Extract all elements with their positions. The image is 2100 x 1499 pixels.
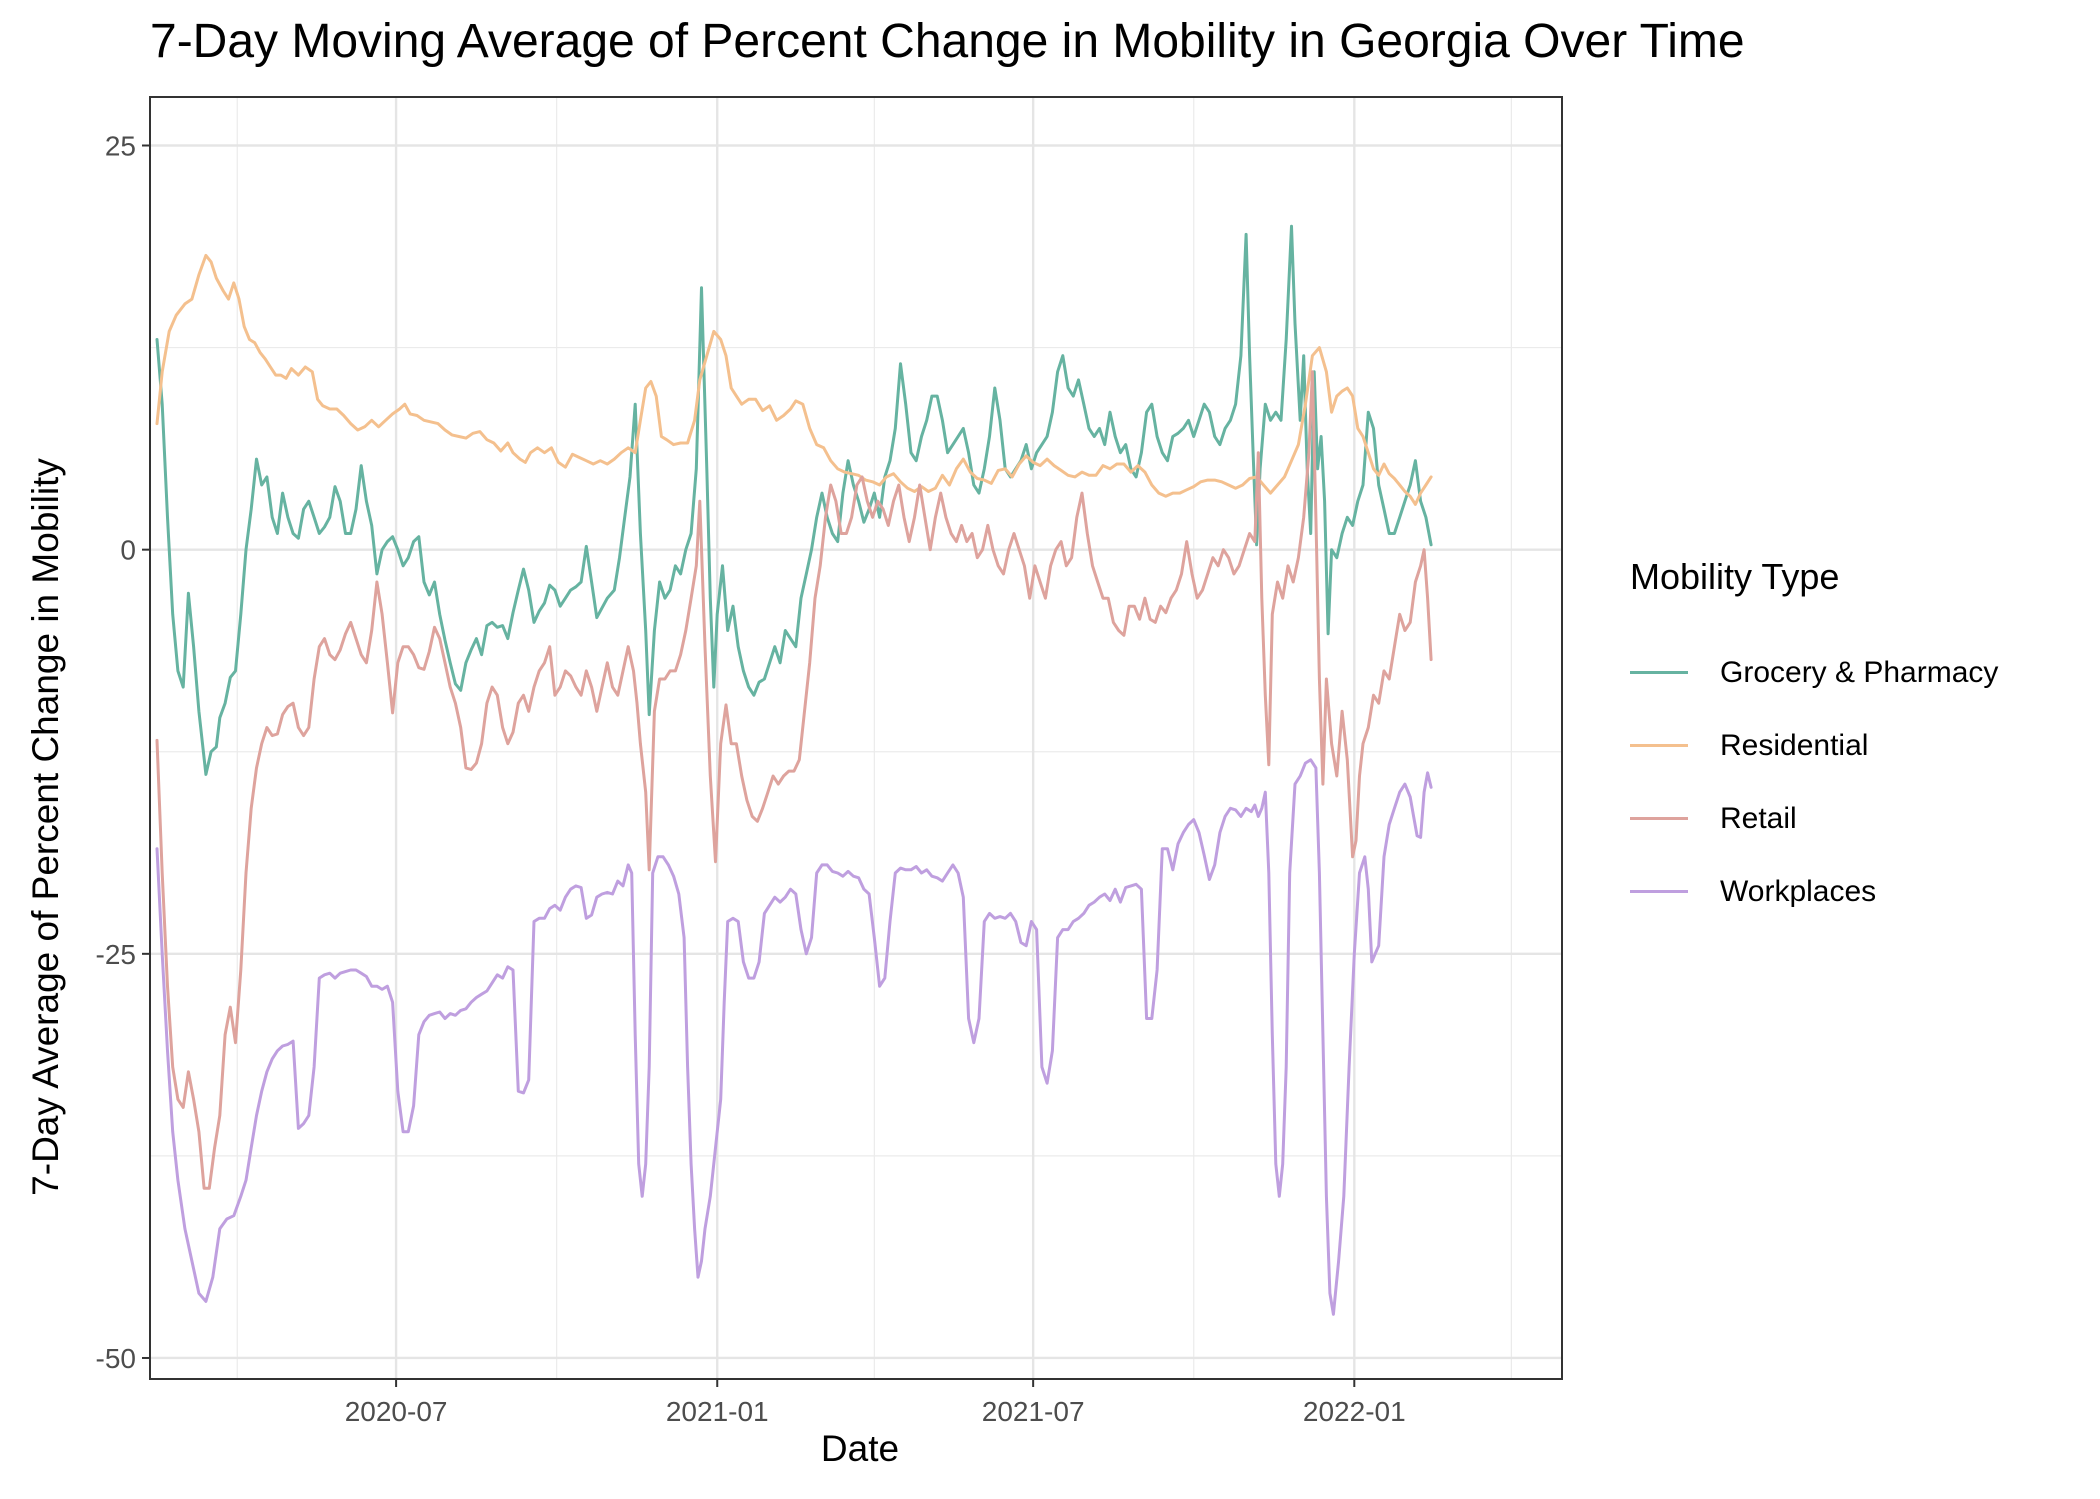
legend-swatch — [1630, 744, 1688, 747]
series-line — [155, 224, 1433, 776]
x-tick-label: 2021-07 — [982, 1396, 1085, 1427]
x-tick-label: 2020-07 — [345, 1396, 448, 1427]
legend-item: Retail — [1630, 782, 1998, 855]
series-line — [155, 253, 1433, 506]
y-tick-label: 0 — [120, 535, 136, 566]
legend-label: Retail — [1720, 801, 1797, 835]
legend-item: Grocery & Pharmacy — [1630, 636, 1998, 709]
legend-title: Mobility Type — [1630, 556, 1840, 597]
legend: Mobility Type Grocery & Pharmacy Residen… — [1630, 556, 1998, 928]
legend-items: Grocery & Pharmacy Residential Retail Wo… — [1630, 636, 1998, 928]
y-tick-label: 25 — [105, 130, 136, 161]
legend-label: Residential — [1720, 728, 1869, 762]
x-tick-label: 2022-01 — [1303, 1396, 1406, 1427]
plot-background — [150, 97, 1562, 1379]
grid-major — [150, 97, 1562, 1379]
legend-label: Workplaces — [1720, 874, 1877, 908]
legend-swatch — [1630, 817, 1688, 820]
legend-swatch — [1630, 890, 1688, 893]
y-tick-label: -25 — [96, 939, 136, 970]
legend-item: Workplaces — [1630, 855, 1998, 928]
chart-title: 7-Day Moving Average of Percent Change i… — [150, 15, 1745, 68]
legend-swatch — [1630, 671, 1688, 674]
x-tick-label: 2021-01 — [666, 1396, 769, 1427]
series-line — [155, 758, 1433, 1316]
series-layer — [155, 224, 1433, 1316]
x-axis-label: Date — [820, 1428, 900, 1469]
y-axis-label: 7-Day Average of Percent Change in Mobil… — [25, 458, 66, 1196]
legend-item: Residential — [1630, 709, 1998, 782]
y-tick-label: -50 — [96, 1343, 136, 1374]
series-line — [155, 370, 1433, 1190]
axis-ticks: 2020-07 2021-01 2021-07 2022-01 25 0 -25 -50 — [96, 130, 1406, 1427]
legend-label: Grocery & Pharmacy — [1720, 655, 1999, 689]
plot-border — [149, 96, 1563, 1380]
